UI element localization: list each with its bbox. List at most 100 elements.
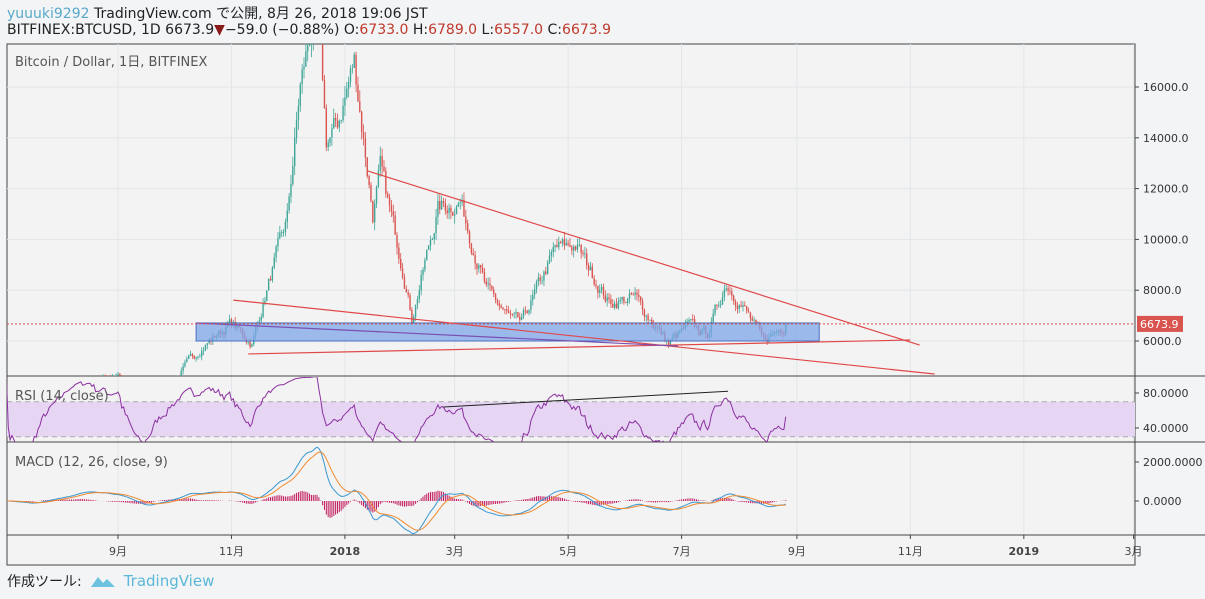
candle-body	[433, 233, 435, 240]
rsi-pane	[7, 377, 787, 442]
candle-body	[262, 302, 264, 317]
made-with-label: 作成ツール:	[7, 574, 82, 590]
candle-body	[520, 316, 523, 320]
candle-body	[606, 297, 608, 302]
candle-body	[537, 277, 540, 282]
candle-body	[580, 244, 582, 253]
candle-body	[455, 206, 458, 215]
support-zone-rectangle	[195, 322, 820, 342]
chart-title: Bitcoin / Dollar, 1日, BITFINEX	[15, 55, 207, 70]
candle-body	[266, 290, 268, 301]
candle-body	[249, 341, 251, 347]
candle-body	[195, 357, 197, 359]
candle-body	[535, 281, 538, 290]
candle-body	[545, 271, 547, 274]
tradingview-brand-link[interactable]: TradingView	[123, 572, 215, 590]
candle-body	[102, 375, 104, 376]
candle-body	[478, 265, 480, 269]
candle-body	[751, 318, 753, 321]
candle-body	[621, 296, 623, 300]
candle-body	[504, 309, 506, 310]
candle-body	[574, 246, 577, 250]
candle-body	[381, 155, 383, 167]
candle-body	[569, 245, 571, 247]
candle-body	[692, 318, 694, 320]
candle-body	[424, 260, 426, 270]
candle-body	[573, 246, 575, 251]
time-tick-label: 3月	[446, 545, 464, 558]
candle-body	[480, 265, 482, 268]
candle-body	[487, 283, 489, 285]
candle-body	[641, 300, 644, 310]
candle-body	[422, 269, 424, 275]
tradingview-cloud-icon	[90, 577, 115, 587]
candle-body	[446, 210, 448, 214]
candle-body	[744, 305, 746, 307]
time-tick-label: 11月	[898, 545, 923, 558]
candle-body	[359, 101, 361, 112]
candle-body	[377, 170, 380, 187]
candle-body	[416, 299, 419, 305]
candle-body	[502, 307, 504, 310]
candle-body	[286, 210, 288, 222]
candle-body	[420, 274, 422, 291]
candle-body	[228, 319, 231, 325]
candle-body	[104, 375, 106, 376]
time-tick-label: 9月	[788, 545, 806, 558]
candle-body	[387, 193, 389, 198]
candle-body	[630, 293, 633, 295]
candle-body	[716, 305, 718, 307]
candle-body	[344, 97, 346, 106]
candle-body	[610, 299, 612, 305]
candle-body	[647, 315, 649, 320]
candle-body	[189, 354, 192, 356]
candle-body	[541, 280, 543, 282]
candle-body	[498, 303, 500, 306]
macd-tick-label: 2000.0000	[1143, 456, 1203, 469]
candle-body	[313, 10, 314, 37]
candle-body	[732, 295, 735, 302]
candle-body	[753, 319, 755, 321]
footer: 作成ツール: TradingView	[7, 571, 214, 591]
candle-body	[187, 355, 190, 359]
candle-body	[595, 284, 597, 286]
candle-body	[271, 267, 274, 281]
candle-body	[405, 288, 407, 293]
trendline	[248, 339, 911, 355]
candle-body	[736, 305, 739, 309]
candle-body	[273, 257, 275, 268]
candle-body	[559, 242, 562, 244]
candle-body	[468, 231, 471, 244]
publish-info: yuuuki9292 TradingView.com で公開, 8月 26, 2…	[7, 3, 428, 23]
candle-body	[437, 200, 439, 217]
candle-body	[513, 313, 515, 315]
candle-body	[349, 68, 352, 82]
rsi-tick-label: 40.0000	[1143, 422, 1189, 435]
candle-body	[119, 373, 121, 376]
username-link[interactable]: yuuuki9292	[7, 6, 90, 22]
candle-body	[338, 120, 341, 128]
candle-body	[649, 319, 651, 321]
candle-body	[375, 186, 378, 204]
candle-body	[342, 105, 344, 121]
candle-body	[725, 288, 727, 290]
candle-body	[383, 166, 385, 171]
candle-body	[450, 207, 452, 212]
candle-body	[639, 296, 642, 301]
candle-body	[600, 286, 603, 290]
candle-body	[277, 237, 279, 247]
candle-body	[755, 319, 757, 323]
candle-body	[628, 293, 631, 299]
candle-body	[284, 221, 287, 233]
candle-body	[121, 375, 123, 376]
time-tick-label: 2019	[1009, 545, 1040, 558]
candle-body	[584, 253, 586, 255]
candle-body	[282, 232, 285, 233]
candle-body	[401, 268, 404, 278]
candle-body	[418, 290, 421, 300]
candle-body	[260, 316, 262, 321]
candle-body	[280, 232, 283, 233]
rsi-divergence-line	[443, 390, 729, 408]
candle-body	[500, 305, 502, 308]
